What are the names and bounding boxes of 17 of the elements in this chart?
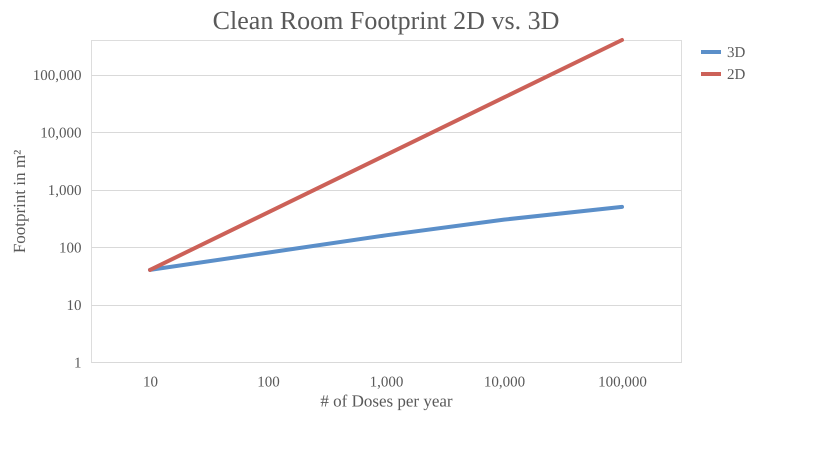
- x-tick-label: 1,000: [370, 374, 404, 390]
- y-tick-label: 1,000: [48, 183, 82, 200]
- x-tick-label: 10: [143, 374, 158, 390]
- y-tick-label: 10,000: [40, 126, 82, 142]
- y-tick-label: 10: [66, 298, 82, 314]
- x-tick-label: 100: [257, 374, 280, 390]
- y-tick-label: 1: [74, 356, 82, 372]
- y-tick-label: 100: [59, 240, 82, 257]
- x-tick-label: 10,000: [484, 374, 526, 390]
- chart-title: Clean Room Footprint 2D vs. 3D: [212, 6, 560, 35]
- x-axis-title: # of Doses per year: [320, 392, 453, 410]
- line-series: [148, 38, 624, 272]
- legend-label: 3D: [727, 45, 746, 61]
- y-tick-label: 100,000: [32, 68, 82, 84]
- x-tick-label: 100,000: [598, 374, 647, 390]
- legend-label: 2D: [727, 67, 746, 83]
- y-axis-title: Footprint in m²: [10, 150, 29, 254]
